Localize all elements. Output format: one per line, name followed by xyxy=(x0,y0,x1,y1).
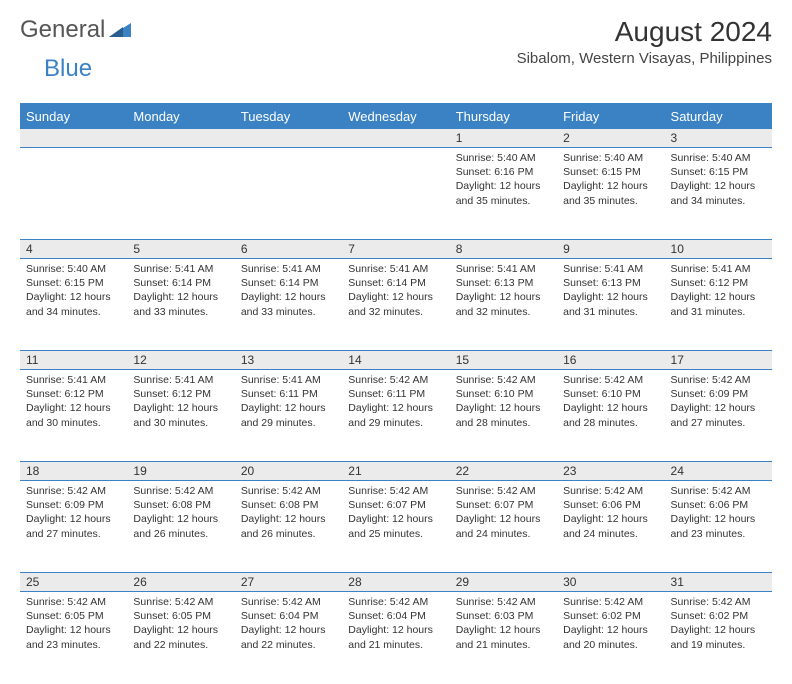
day-number: 11 xyxy=(20,351,127,369)
day-cell: Sunrise: 5:42 AMSunset: 6:10 PMDaylight:… xyxy=(557,370,664,436)
week-daydata-row: Sunrise: 5:42 AMSunset: 6:05 PMDaylight:… xyxy=(20,592,772,684)
weekday-friday: Friday xyxy=(557,104,664,129)
day-cell: Sunrise: 5:42 AMSunset: 6:08 PMDaylight:… xyxy=(235,481,342,547)
day-cell: Sunrise: 5:42 AMSunset: 6:04 PMDaylight:… xyxy=(342,592,449,658)
day-cell: Sunrise: 5:41 AMSunset: 6:12 PMDaylight:… xyxy=(20,370,127,436)
weekday-sunday: Sunday xyxy=(20,104,127,129)
day-number: 23 xyxy=(557,462,664,480)
day-cell: Sunrise: 5:40 AMSunset: 6:15 PMDaylight:… xyxy=(557,148,664,214)
day-cell: Sunrise: 5:41 AMSunset: 6:12 PMDaylight:… xyxy=(127,370,234,436)
week-daynum-row: 18192021222324 xyxy=(20,462,772,481)
week-daynum-row: 45678910 xyxy=(20,240,772,259)
weekday-thursday: Thursday xyxy=(450,104,557,129)
day-number-empty xyxy=(127,129,234,147)
day-cell: Sunrise: 5:42 AMSunset: 6:11 PMDaylight:… xyxy=(342,370,449,436)
day-cell: Sunrise: 5:42 AMSunset: 6:05 PMDaylight:… xyxy=(20,592,127,658)
day-number-empty xyxy=(342,129,449,147)
week-daydata-row: Sunrise: 5:41 AMSunset: 6:12 PMDaylight:… xyxy=(20,370,772,462)
day-cell: Sunrise: 5:41 AMSunset: 6:14 PMDaylight:… xyxy=(235,259,342,325)
day-number: 4 xyxy=(20,240,127,258)
day-cell: Sunrise: 5:42 AMSunset: 6:06 PMDaylight:… xyxy=(665,481,772,547)
day-cell: Sunrise: 5:42 AMSunset: 6:04 PMDaylight:… xyxy=(235,592,342,658)
brand-triangle-icon xyxy=(109,19,131,42)
day-number: 28 xyxy=(342,573,449,591)
brand-blue: Blue xyxy=(44,55,92,82)
day-cell: Sunrise: 5:40 AMSunset: 6:15 PMDaylight:… xyxy=(665,148,772,214)
week-daynum-row: 123 xyxy=(20,129,772,148)
day-cell: Sunrise: 5:42 AMSunset: 6:10 PMDaylight:… xyxy=(450,370,557,436)
day-number: 19 xyxy=(127,462,234,480)
day-cell: Sunrise: 5:41 AMSunset: 6:13 PMDaylight:… xyxy=(450,259,557,325)
day-number: 20 xyxy=(235,462,342,480)
weekday-wednesday: Wednesday xyxy=(342,104,449,129)
day-number: 22 xyxy=(450,462,557,480)
day-cell: Sunrise: 5:41 AMSunset: 6:13 PMDaylight:… xyxy=(557,259,664,325)
day-cell: Sunrise: 5:42 AMSunset: 6:07 PMDaylight:… xyxy=(342,481,449,547)
day-number: 8 xyxy=(450,240,557,258)
week-daydata-row: Sunrise: 5:42 AMSunset: 6:09 PMDaylight:… xyxy=(20,481,772,573)
week-daynum-row: 25262728293031 xyxy=(20,573,772,592)
weekday-monday: Monday xyxy=(127,104,234,129)
day-number: 7 xyxy=(342,240,449,258)
day-number: 9 xyxy=(557,240,664,258)
day-number: 30 xyxy=(557,573,664,591)
day-number: 14 xyxy=(342,351,449,369)
day-number: 13 xyxy=(235,351,342,369)
day-cell: Sunrise: 5:42 AMSunset: 6:09 PMDaylight:… xyxy=(20,481,127,547)
day-cell: Sunrise: 5:41 AMSunset: 6:14 PMDaylight:… xyxy=(127,259,234,325)
day-number: 1 xyxy=(450,129,557,147)
day-cell: Sunrise: 5:41 AMSunset: 6:12 PMDaylight:… xyxy=(665,259,772,325)
weekday-header-row: Sunday Monday Tuesday Wednesday Thursday… xyxy=(20,104,772,129)
day-number: 6 xyxy=(235,240,342,258)
day-number: 29 xyxy=(450,573,557,591)
week-daydata-row: Sunrise: 5:40 AMSunset: 6:16 PMDaylight:… xyxy=(20,148,772,240)
day-number: 2 xyxy=(557,129,664,147)
day-cell: Sunrise: 5:41 AMSunset: 6:14 PMDaylight:… xyxy=(342,259,449,325)
day-cell: Sunrise: 5:41 AMSunset: 6:11 PMDaylight:… xyxy=(235,370,342,436)
day-number: 25 xyxy=(20,573,127,591)
day-number: 3 xyxy=(665,129,772,147)
day-number: 24 xyxy=(665,462,772,480)
day-number: 31 xyxy=(665,573,772,591)
day-number: 27 xyxy=(235,573,342,591)
day-number: 5 xyxy=(127,240,234,258)
day-number: 10 xyxy=(665,240,772,258)
calendar-body: 123Sunrise: 5:40 AMSunset: 6:16 PMDaylig… xyxy=(20,129,772,684)
calendar-table: Sunday Monday Tuesday Wednesday Thursday… xyxy=(20,103,772,684)
day-number: 17 xyxy=(665,351,772,369)
day-cell: Sunrise: 5:42 AMSunset: 6:02 PMDaylight:… xyxy=(557,592,664,658)
day-cell: Sunrise: 5:42 AMSunset: 6:06 PMDaylight:… xyxy=(557,481,664,547)
day-number: 18 xyxy=(20,462,127,480)
day-number: 26 xyxy=(127,573,234,591)
week-daynum-row: 11121314151617 xyxy=(20,351,772,370)
day-cell: Sunrise: 5:42 AMSunset: 6:09 PMDaylight:… xyxy=(665,370,772,436)
day-cell: Sunrise: 5:42 AMSunset: 6:08 PMDaylight:… xyxy=(127,481,234,547)
day-cell: Sunrise: 5:42 AMSunset: 6:03 PMDaylight:… xyxy=(450,592,557,658)
brand-logo: General xyxy=(20,16,133,44)
day-number-empty xyxy=(235,129,342,147)
weekday-tuesday: Tuesday xyxy=(235,104,342,129)
day-cell: Sunrise: 5:40 AMSunset: 6:16 PMDaylight:… xyxy=(450,148,557,214)
day-number-empty xyxy=(20,129,127,147)
week-daydata-row: Sunrise: 5:40 AMSunset: 6:15 PMDaylight:… xyxy=(20,259,772,351)
day-number: 21 xyxy=(342,462,449,480)
day-number: 15 xyxy=(450,351,557,369)
day-cell: Sunrise: 5:42 AMSunset: 6:07 PMDaylight:… xyxy=(450,481,557,547)
weekday-saturday: Saturday xyxy=(665,104,772,129)
month-title: August 2024 xyxy=(517,16,772,48)
day-cell: Sunrise: 5:42 AMSunset: 6:02 PMDaylight:… xyxy=(665,592,772,658)
day-cell: Sunrise: 5:40 AMSunset: 6:15 PMDaylight:… xyxy=(20,259,127,325)
day-cell: Sunrise: 5:42 AMSunset: 6:05 PMDaylight:… xyxy=(127,592,234,658)
day-number: 12 xyxy=(127,351,234,369)
brand-general: General xyxy=(20,16,105,44)
day-number: 16 xyxy=(557,351,664,369)
